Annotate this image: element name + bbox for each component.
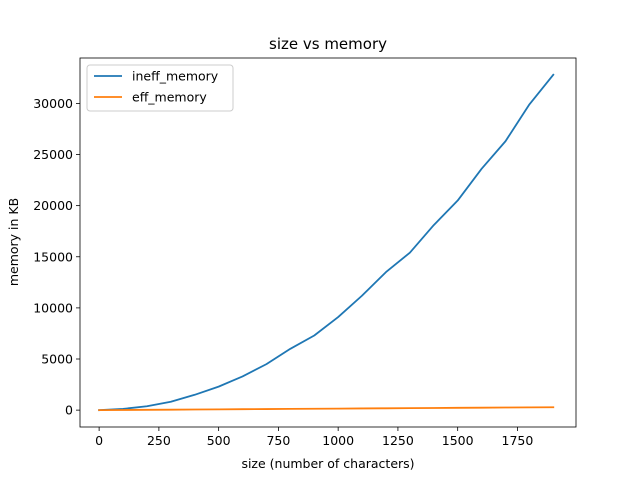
- x-tick-label: 0: [95, 433, 103, 448]
- y-tick-label: 25000: [33, 147, 73, 162]
- y-tick-label: 5000: [41, 352, 73, 367]
- x-tick-label: 1500: [442, 433, 474, 448]
- y-axis-label: memory in KB: [6, 198, 21, 286]
- series-layer: [98, 73, 555, 412]
- x-axis: 0 250 500 750 1000 1250 1500 1750: [95, 427, 533, 448]
- legend-label-eff-memory: eff_memory: [132, 90, 207, 105]
- y-tick-label: 0: [65, 403, 73, 418]
- y-tick-label: 10000: [33, 300, 73, 315]
- x-tick-label: 250: [147, 433, 171, 448]
- y-tick-label: 15000: [33, 249, 73, 264]
- legend-label-ineff-memory: ineff_memory: [132, 69, 219, 84]
- series-line-ineff-memory: [98, 73, 555, 412]
- plot-frame: [79, 57, 577, 428]
- chart-title: size vs memory: [269, 35, 387, 53]
- x-axis-label: size (number of characters): [241, 456, 414, 471]
- series-line-eff-memory: [98, 406, 555, 412]
- x-tick-label: 1750: [502, 433, 534, 448]
- y-axis: 0 5000 10000 15000 20000 25000 30000: [33, 96, 80, 418]
- legend-box: [86, 64, 234, 112]
- x-tick-label: 750: [266, 433, 290, 448]
- x-tick-label: 1000: [322, 433, 354, 448]
- y-tick-label: 30000: [33, 96, 73, 111]
- y-tick-label: 20000: [33, 198, 73, 213]
- legend: ineff_memory eff_memory: [86, 64, 234, 112]
- x-tick-label: 500: [207, 433, 231, 448]
- x-tick-label: 1250: [382, 433, 414, 448]
